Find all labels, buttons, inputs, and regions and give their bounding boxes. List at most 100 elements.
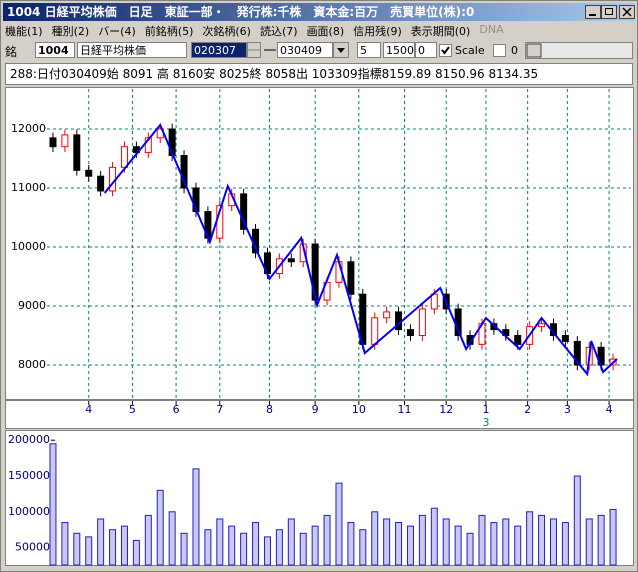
field-1[interactable]: 5 <box>357 42 381 58</box>
candle-body <box>61 134 69 148</box>
menu-bar: 機能(1) 種別(2) バー(4) 前銘柄(5) 次銘柄(6) 読込(7) 画面(8) 信用残… <box>5 23 504 39</box>
candle-body <box>347 261 355 295</box>
candle-body <box>97 175 105 192</box>
volume-bar <box>252 522 260 566</box>
volume-bar <box>228 525 236 566</box>
spinner[interactable] <box>247 42 261 58</box>
menu-item[interactable]: DNA <box>479 23 504 36</box>
volume-bar <box>204 529 212 566</box>
date-strip <box>5 400 634 429</box>
volume-bar <box>371 511 379 566</box>
candle-body <box>514 335 522 345</box>
x-tick-label: 1 <box>482 403 489 416</box>
volume-bar <box>180 532 188 566</box>
dropdown[interactable] <box>333 42 349 58</box>
menu-item[interactable]: 前銘柄(5) <box>144 25 194 38</box>
menu-item[interactable]: 機能(1) <box>5 25 43 38</box>
volume-bar <box>466 532 474 566</box>
code-input[interactable]: 1004 <box>35 42 75 58</box>
x-tick-label: 9 <box>312 403 319 416</box>
window-buttons[interactable] <box>585 5 635 19</box>
candle-body <box>85 169 93 177</box>
volume-bar <box>97 518 105 566</box>
separator <box>264 49 276 51</box>
scale-label: Scale <box>455 44 485 57</box>
volume-bar <box>609 508 617 566</box>
volume-bar <box>275 529 283 566</box>
volume-bar <box>192 468 200 566</box>
x-tick-label: 6 <box>173 403 180 416</box>
volume-bar <box>335 482 343 566</box>
name-input[interactable]: 日経平均株価 <box>77 42 187 58</box>
end-date[interactable]: 030409 <box>277 42 333 58</box>
menu-item[interactable]: 種別(2) <box>51 25 90 38</box>
volume-bar <box>120 525 128 566</box>
candle-body <box>383 311 391 319</box>
volume-bar <box>311 525 319 566</box>
volume-bar <box>287 518 295 566</box>
candle-body <box>240 193 248 230</box>
candle-body <box>573 340 581 366</box>
volume-bar <box>406 525 414 566</box>
volume-bar <box>347 522 355 566</box>
scale-checkbox[interactable] <box>439 44 452 57</box>
x-tick-label: 8 <box>266 403 273 416</box>
candle-body <box>430 293 438 310</box>
volume-bar <box>442 518 450 566</box>
x-tick-label: 2 <box>524 403 531 416</box>
volume-bar <box>61 522 69 566</box>
candle-body <box>406 329 414 337</box>
menu-item[interactable]: 表示期間(0) <box>410 25 471 38</box>
volume-bar <box>109 529 117 566</box>
menu-item[interactable]: 次銘柄(6) <box>202 25 251 38</box>
y-tick-label: 9000 <box>18 299 46 312</box>
volume-bar <box>240 532 248 566</box>
volume-bar <box>502 518 510 566</box>
volume-bar <box>168 511 176 566</box>
x-tick-label: 4 <box>606 403 613 416</box>
volume-bar <box>561 522 569 566</box>
volume-bar <box>514 525 522 566</box>
volume-bar <box>490 522 498 566</box>
info-text: 288:日付030409始 8091 高 8160安 8025終 8058出 1… <box>10 67 539 81</box>
candle-body <box>287 258 295 263</box>
menu-item[interactable]: バー(4) <box>98 25 136 38</box>
price-panel <box>5 87 634 400</box>
volume-bar <box>395 522 403 566</box>
menu-item[interactable]: 画面(8) <box>306 25 345 38</box>
volume-bar <box>216 518 224 566</box>
volume-bar <box>597 514 605 566</box>
field-2[interactable]: 1500 <box>383 42 415 58</box>
candle-body <box>120 146 128 168</box>
volume-bar <box>73 532 81 566</box>
volume-bar <box>585 518 593 566</box>
volume-bar <box>299 532 307 566</box>
field-4: 0 <box>511 44 518 57</box>
start-date[interactable]: 020307 <box>191 42 247 58</box>
volume-bar <box>323 514 331 566</box>
candle-body <box>73 134 81 171</box>
y-tick-label: 150000 <box>8 469 50 482</box>
x-tick-label: 7 <box>216 403 223 416</box>
volume-bar <box>132 539 140 566</box>
trend-line <box>103 123 618 377</box>
candle-body <box>490 323 498 331</box>
y-tick-label: 8000 <box>18 358 46 371</box>
menu-item[interactable]: 信用残(9) <box>353 25 402 38</box>
candle-body <box>561 335 569 342</box>
volume-bar <box>573 475 581 566</box>
volume-bar <box>430 507 438 566</box>
x-tick-label: 3 <box>564 403 571 416</box>
volume-bar <box>263 536 271 566</box>
field-3[interactable]: 0 <box>415 42 437 58</box>
candle-body <box>538 323 546 328</box>
volume-bar <box>549 518 557 566</box>
title-bar: 1004 日経平均株価 日足 東証一部・ 発行株:千株 資本金:百万 売買単位(… <box>3 3 635 21</box>
menu-item[interactable]: 読込(7) <box>259 25 298 38</box>
slider[interactable] <box>525 42 633 59</box>
volume-bar <box>49 443 57 566</box>
checkbox[interactable] <box>493 44 506 57</box>
window-title: 1004 日経平均株価 日足 東証一部・ 発行株:千株 資本金:百万 売買単位(… <box>7 5 475 19</box>
x-tick-label: 4 <box>85 403 92 416</box>
